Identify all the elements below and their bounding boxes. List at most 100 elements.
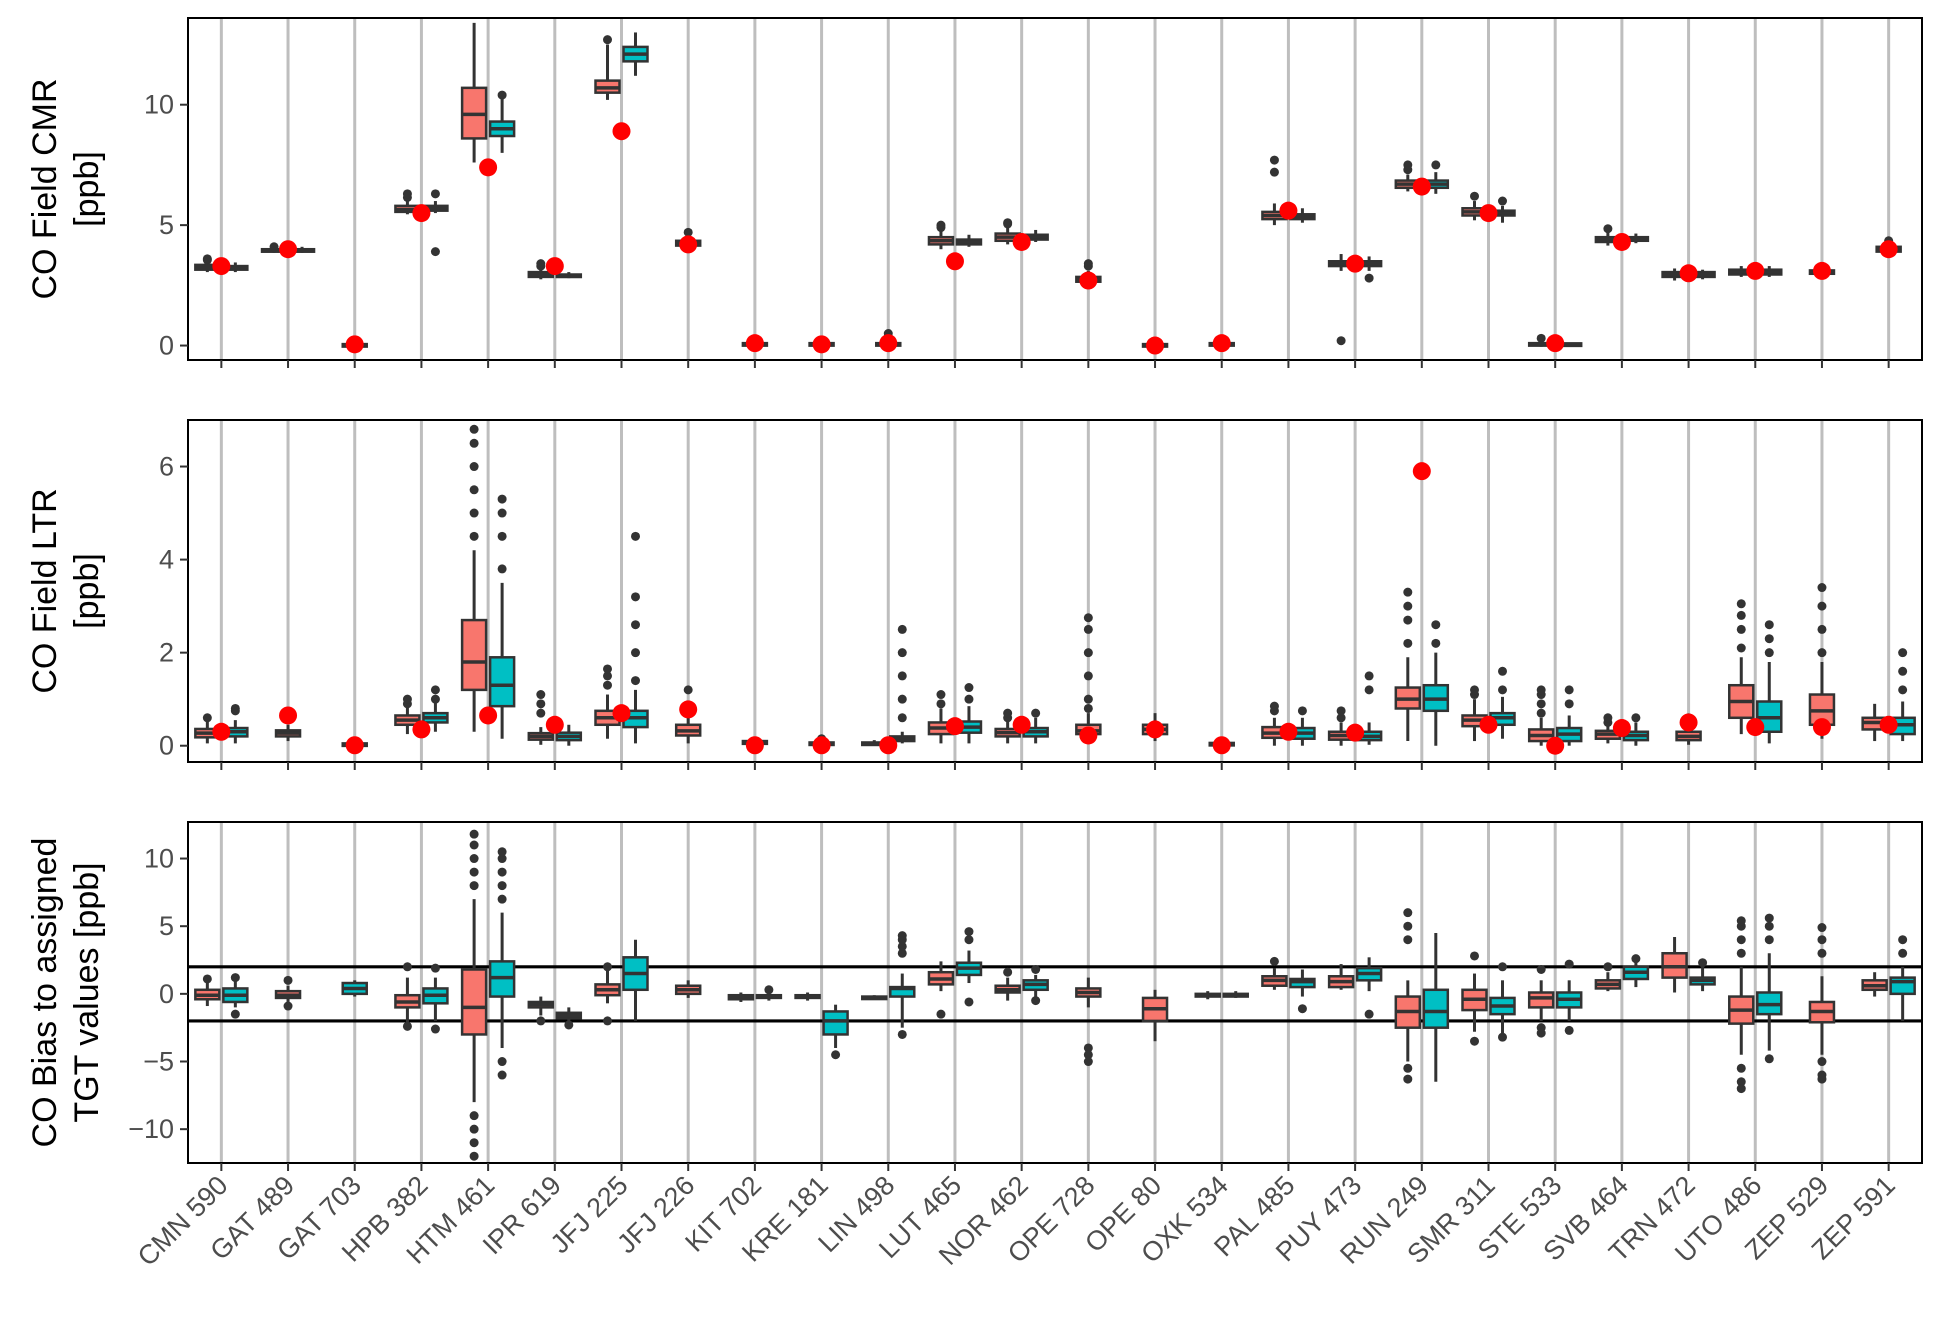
outlier — [1083, 624, 1093, 634]
y-tick-label: 2 — [159, 638, 174, 668]
outlier — [1031, 996, 1041, 1006]
outlier — [497, 854, 507, 864]
outlier — [497, 881, 507, 891]
box-trn-472-s1 — [1661, 937, 1688, 993]
outlier — [402, 694, 412, 704]
outlier — [536, 1016, 546, 1026]
outlier — [631, 676, 640, 686]
assigned-point — [879, 334, 898, 353]
outlier — [1364, 671, 1374, 681]
box-lut-465-s1 — [927, 690, 955, 744]
box-nor-462-s2 — [1022, 708, 1049, 744]
outlier — [497, 531, 507, 541]
box-run-249-s2 — [1422, 620, 1450, 746]
box-htm-461-s1 — [460, 424, 488, 732]
outlier — [469, 1151, 479, 1161]
outlier — [497, 564, 507, 574]
assigned-point — [1612, 719, 1631, 738]
outlier — [230, 703, 240, 713]
box-ipr-619-s2 — [555, 1007, 583, 1030]
box-jfj-225-s2 — [622, 32, 649, 76]
assigned-point — [1346, 254, 1365, 273]
outlier — [897, 671, 907, 681]
outlier — [603, 664, 612, 674]
box-ste-533-s1 — [1527, 685, 1555, 746]
outlier — [1764, 921, 1774, 931]
outlier — [1470, 951, 1479, 961]
box-smr-311-s2 — [1489, 962, 1516, 1042]
box-ope-80-s1 — [1141, 989, 1169, 1042]
assigned-point — [1746, 261, 1765, 280]
outlier — [1817, 923, 1827, 933]
assigned-point — [279, 240, 298, 259]
outlier — [1603, 224, 1613, 234]
outlier — [283, 1001, 293, 1011]
box-lut-465-s2 — [955, 927, 983, 1007]
assigned-point — [945, 717, 964, 736]
outlier — [1536, 699, 1546, 709]
y-tick-label: −5 — [143, 1047, 174, 1077]
outlier — [1536, 333, 1546, 343]
box-hpb-382-s1 — [394, 962, 421, 1031]
box-svb-464-s2 — [1622, 954, 1650, 988]
outlier — [1898, 948, 1908, 958]
outlier — [1470, 191, 1479, 201]
assigned-point — [1079, 726, 1098, 745]
assigned-point — [1012, 232, 1031, 251]
outlier — [1336, 706, 1346, 716]
outlier — [230, 973, 240, 983]
assigned-point — [1479, 204, 1498, 223]
assigned-point — [545, 257, 564, 276]
y-tick-label: 0 — [159, 331, 174, 361]
y-tick-label: 4 — [159, 545, 174, 575]
box-kre-181-s1 — [794, 992, 821, 1001]
outlier — [1031, 708, 1041, 718]
box-smr-311-s2 — [1489, 666, 1516, 739]
panel-1: 0 5 10 CO Field CMR [ppb] — [26, 17, 1923, 368]
outlier — [469, 1124, 479, 1134]
outlier — [469, 881, 479, 891]
outlier — [497, 1070, 507, 1080]
outlier — [497, 867, 507, 877]
assigned-point — [1012, 715, 1031, 734]
outlier — [831, 1050, 841, 1060]
outlier — [1564, 685, 1574, 695]
assigned-point — [1812, 261, 1831, 280]
outlier — [469, 508, 479, 518]
outlier — [497, 847, 507, 857]
outlier — [536, 690, 546, 700]
assigned-point — [812, 335, 831, 354]
outlier — [1403, 601, 1413, 611]
assigned-point — [1679, 264, 1698, 283]
assigned-point — [412, 720, 431, 739]
y-axis-title-line: CO Field CMR — [26, 78, 64, 299]
y-axis-title-line: [ppb] — [68, 553, 106, 629]
y-tick-label: 5 — [159, 210, 174, 240]
outlier — [1817, 1057, 1827, 1067]
outlier — [1736, 916, 1746, 926]
assigned-point — [879, 736, 898, 755]
outlier — [603, 962, 612, 972]
y-axis-title-line: CO Field LTR — [26, 488, 64, 693]
box-hpb-382-s2 — [422, 963, 449, 1034]
outlier — [964, 935, 974, 945]
outlier — [469, 840, 479, 850]
outlier — [1736, 935, 1746, 945]
assigned-point — [1746, 718, 1765, 737]
outlier — [1498, 685, 1507, 695]
box-ipr-619-s2 — [555, 724, 583, 746]
outlier — [1764, 634, 1774, 644]
assigned-point — [212, 257, 231, 276]
outlier — [536, 699, 546, 709]
y-axis-title: CO Bias to assigned TGT values [ppb] — [26, 838, 106, 1148]
outlier — [1364, 273, 1374, 283]
box-run-249-s1 — [1394, 908, 1422, 1084]
outlier — [1817, 601, 1827, 611]
box-ipr-619-s2 — [555, 272, 583, 279]
box-svb-464-s1 — [1594, 962, 1622, 992]
assigned-point — [812, 736, 831, 755]
outlier — [1336, 713, 1346, 723]
outlier — [430, 1024, 440, 1034]
assigned-point — [612, 704, 631, 723]
outlier — [283, 975, 293, 985]
